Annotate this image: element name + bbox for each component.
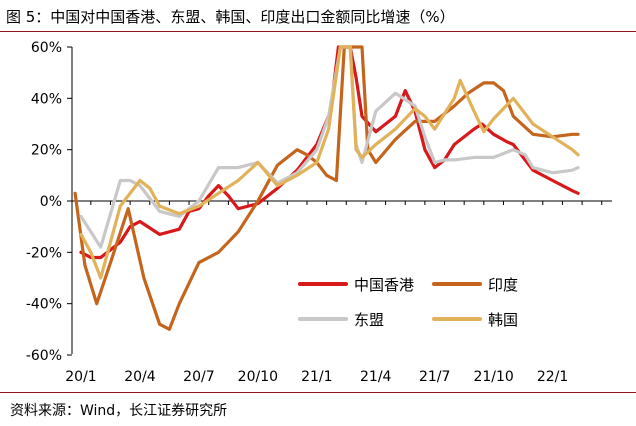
x-tick-label: 20/4 [124,369,156,385]
source-note: 资料来源：Wind，长江证券研究所 [10,403,228,419]
series-line-1 [73,45,580,331]
y-tick-label: 0% [40,194,62,210]
legend-label-2: 东盟 [354,311,384,329]
legend-label-3: 韩国 [488,311,518,329]
x-tick-label: 21/10 [473,369,513,385]
x-tick-label: 20/7 [183,369,214,385]
y-tick-label: -20% [26,245,62,261]
x-tick-label: 22/1 [537,369,568,385]
y-tick-label: 20% [31,143,62,159]
chart-axes: -60% -40% -20% 0% 20% 40% 60% 20/1 20/4 20/7 20/10… [26,40,612,385]
series-line-2 [79,45,580,249]
export-growth-chart: -60% -40% -20% 0% 20% 40% 60% 20/1 20/4 20/7 20/10… [26,40,612,385]
x-tick-label: 21/1 [301,369,332,385]
series-layer [73,45,580,331]
x-tick-label: 20/1 [65,369,96,385]
y-tick-label: -40% [26,297,62,313]
legend-label-1: 印度 [488,276,518,294]
source-divider [0,392,636,393]
title-divider [0,31,636,32]
y-tick-label: 40% [31,91,62,107]
legend-label-0: 中国香港 [354,276,414,294]
x-tick-label: 21/4 [360,369,392,385]
y-tick-label: 60% [31,40,62,56]
figure-title: 图 5：中国对中国香港、东盟、韩国、印度出口金额同比增速（%） [6,8,455,26]
series-line-3 [79,45,580,280]
y-tick-label: -60% [26,348,62,364]
x-tick-label: 21/7 [419,369,450,385]
x-tick-label: 20/10 [238,369,278,385]
